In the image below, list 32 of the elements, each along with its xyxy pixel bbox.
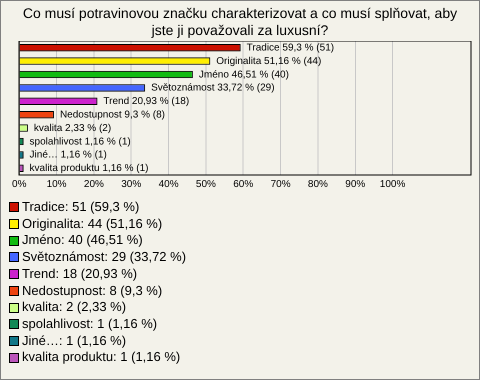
category-label: Jiné… 1,16 % (1) — [30, 150, 107, 161]
x-tick-label: 30% — [121, 178, 142, 190]
chart-title: Co musí potravinovou značku charakterizovat a co musí splňovat, aby jste ji považovali za luxusní? — [22, 4, 458, 40]
text: Trend: 18 (20,93 %) — [22, 266, 138, 283]
text: kvalita produktu: 1 (1,16 %) — [22, 349, 180, 366]
category-label: kvalita 2,33 % (2) — [34, 122, 112, 134]
text: Tradice: 51 (59,3 %) — [22, 199, 140, 216]
x-tick-label: 10% — [46, 178, 67, 190]
category-label: Tradice 59,3 % (51) — [246, 42, 334, 54]
category-label: Jméno 46,51 % (40) — [198, 69, 289, 80]
text: Jméno: 40 (46,51 %) — [22, 232, 143, 250]
x-tick-label: 70% — [270, 178, 291, 190]
x-tick-label: 40% — [158, 178, 179, 190]
x-tick-label: 60% — [233, 178, 254, 190]
text: Originalita: 44 (51,16 %) — [22, 216, 162, 232]
category-label: kvalita produktu 1,16 % (1) — [30, 163, 149, 174]
x-tick-label: 100% — [380, 178, 406, 190]
category-label: Nedostupnost 9,3 % (8) — [60, 109, 166, 120]
category-label: spolahlivost 1,16 % (1) — [30, 136, 131, 148]
category-label: Originalita 51,16 % (44) — [216, 56, 322, 67]
text: Světoznámost: 29 (33,72 %) — [22, 249, 186, 266]
x-tick-label: 90% — [345, 178, 366, 190]
text: Nedostupnost: 8 (9,3 %) — [22, 282, 162, 300]
x-tick-label: 20% — [84, 178, 104, 190]
text: Jiné…: 1 (1,16 %) — [22, 332, 126, 350]
category-label: Světoznámost 33,72 % (29) — [151, 82, 275, 94]
category-label: Trend 20,93 % (18) — [103, 96, 190, 108]
x-tick-label: 50% — [196, 178, 216, 190]
text: kvalita: 2 (2,33 %) — [22, 299, 126, 316]
text: spolahlivost: 1 (1,16 %) — [22, 316, 158, 333]
x-tick-label: 0% — [12, 178, 27, 190]
x-tick-label: 80% — [308, 178, 328, 190]
